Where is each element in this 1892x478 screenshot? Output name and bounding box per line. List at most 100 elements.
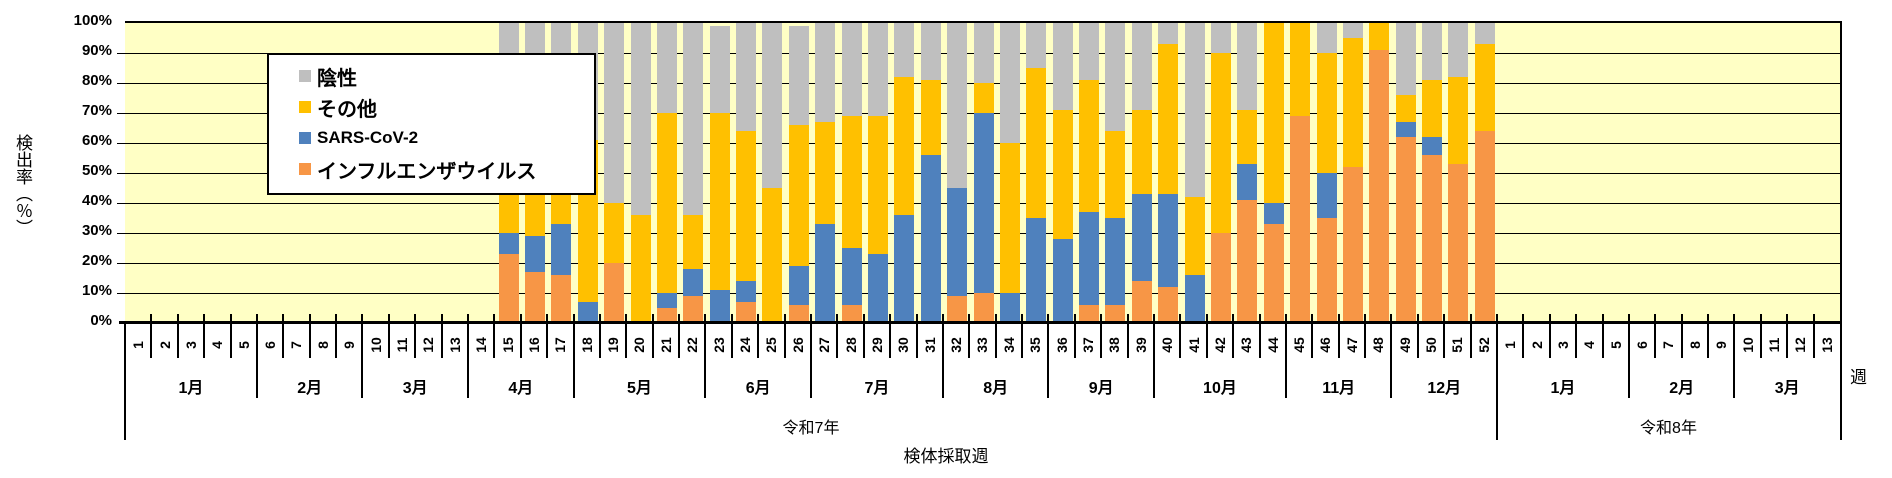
bar-segment bbox=[1263, 224, 1284, 323]
bar-segment bbox=[1158, 287, 1179, 323]
bar-segment bbox=[604, 263, 625, 323]
week-tick-label: 9 bbox=[1713, 341, 1730, 349]
axis-divider bbox=[387, 314, 390, 358]
week-tick-label: 11 bbox=[394, 337, 411, 353]
week-tick-label: 21 bbox=[657, 337, 674, 353]
bar-segment bbox=[498, 254, 519, 323]
bar-segment bbox=[1237, 200, 1258, 323]
y-axis-title: 検出率（％） bbox=[13, 134, 32, 236]
axis-divider bbox=[467, 358, 469, 398]
week-tick-label: 25 bbox=[763, 337, 780, 353]
bar-week-43 bbox=[1237, 23, 1258, 323]
x-axis-line bbox=[119, 321, 1842, 324]
bar-week-35 bbox=[1026, 23, 1047, 323]
bar-week-25 bbox=[762, 23, 783, 323]
y-tick-label: 60% bbox=[81, 132, 112, 149]
week-tick-label: 4 bbox=[209, 341, 226, 349]
bar-week-47 bbox=[1342, 23, 1363, 323]
week-tick-label: 12 bbox=[420, 337, 437, 353]
bar-segment bbox=[630, 215, 651, 323]
week-tick-label: 43 bbox=[1238, 337, 1255, 353]
bar-week-40 bbox=[1158, 23, 1179, 323]
axis-divider bbox=[1733, 314, 1736, 358]
bar-segment bbox=[1158, 194, 1179, 287]
axis-divider bbox=[836, 314, 839, 358]
week-tick-label: 27 bbox=[816, 337, 833, 353]
axis-divider bbox=[1496, 358, 1498, 398]
bar-segment bbox=[656, 308, 677, 323]
month-label: 1月 bbox=[1550, 380, 1576, 397]
week-tick-label: 1 bbox=[1502, 341, 1519, 349]
week-tick-label: 26 bbox=[789, 337, 806, 353]
month-label: 8月 bbox=[983, 380, 1009, 397]
axis-divider bbox=[1522, 314, 1525, 358]
axis-divider bbox=[730, 314, 733, 358]
week-tick-label: 8 bbox=[314, 341, 331, 349]
bar-segment bbox=[1395, 122, 1416, 137]
week-tick-label: 30 bbox=[895, 337, 912, 353]
axis-divider bbox=[1496, 314, 1498, 358]
axis-divider bbox=[1443, 314, 1446, 358]
bar-segment bbox=[683, 269, 704, 296]
axis-divider bbox=[1627, 358, 1630, 398]
bar-segment bbox=[1395, 137, 1416, 323]
y-tick-label: 10% bbox=[81, 282, 112, 299]
bar-segment bbox=[841, 116, 862, 248]
bar-segment bbox=[709, 113, 730, 290]
axis-divider bbox=[1680, 314, 1683, 358]
axis-divider bbox=[1840, 321, 1842, 440]
bar-segment bbox=[1474, 44, 1495, 131]
legend: 陰性 その他 SARS-CoV-2 インフルエンザウイルス bbox=[267, 53, 596, 195]
bar-segment bbox=[1052, 23, 1073, 110]
month-label: 3月 bbox=[402, 380, 428, 397]
axis-divider bbox=[1179, 314, 1182, 358]
bar-segment bbox=[815, 224, 836, 323]
axis-divider bbox=[1759, 314, 1762, 358]
axis-divider bbox=[414, 314, 417, 358]
week-tick-label: 33 bbox=[974, 337, 991, 353]
axis-divider bbox=[1232, 314, 1235, 358]
axis-divider bbox=[1627, 314, 1630, 358]
bar-segment bbox=[1210, 233, 1231, 323]
axis-divider bbox=[176, 314, 179, 358]
x-axis-unit-label: 週 bbox=[1850, 368, 1867, 387]
month-label: 4月 bbox=[508, 380, 534, 397]
bar-segment bbox=[973, 113, 994, 293]
bar-segment bbox=[1210, 23, 1231, 53]
axis-divider bbox=[519, 314, 522, 358]
bar-segment bbox=[498, 233, 519, 254]
bar-segment bbox=[1474, 23, 1495, 44]
axis-divider bbox=[810, 314, 812, 358]
bar-week-49 bbox=[1395, 23, 1416, 323]
legend-item-influenza: インフルエンザウイルス bbox=[299, 154, 536, 184]
axis-divider bbox=[783, 314, 786, 358]
bar-segment bbox=[920, 23, 941, 80]
month-label: 12月 bbox=[1427, 380, 1462, 397]
bar-segment bbox=[841, 248, 862, 305]
bar-segment bbox=[736, 302, 757, 323]
week-tick-label: 22 bbox=[684, 337, 701, 353]
bar-segment bbox=[947, 23, 968, 188]
bar-week-45 bbox=[1290, 23, 1311, 323]
axis-divider bbox=[1311, 314, 1314, 358]
axis-divider bbox=[651, 314, 654, 358]
month-label: 3月 bbox=[1774, 380, 1800, 397]
axis-divider bbox=[889, 314, 892, 358]
axis-divider bbox=[1390, 314, 1393, 358]
bar-week-31 bbox=[920, 23, 941, 323]
bar-week-20 bbox=[630, 23, 651, 323]
bar-segment bbox=[683, 215, 704, 269]
bar-segment bbox=[1369, 23, 1390, 50]
bar-segment bbox=[683, 296, 704, 323]
axis-divider bbox=[1707, 314, 1710, 358]
week-tick-label: 48 bbox=[1370, 337, 1387, 353]
bar-segment bbox=[1474, 131, 1495, 323]
week-tick-label: 2 bbox=[1528, 341, 1545, 349]
bar-segment bbox=[1052, 239, 1073, 323]
bar-segment bbox=[1237, 110, 1258, 164]
week-tick-label: 45 bbox=[1291, 337, 1308, 353]
bar-segment bbox=[947, 188, 968, 296]
bar-week-37 bbox=[1079, 23, 1100, 323]
bar-segment bbox=[709, 26, 730, 113]
bar-week-44 bbox=[1263, 23, 1284, 323]
